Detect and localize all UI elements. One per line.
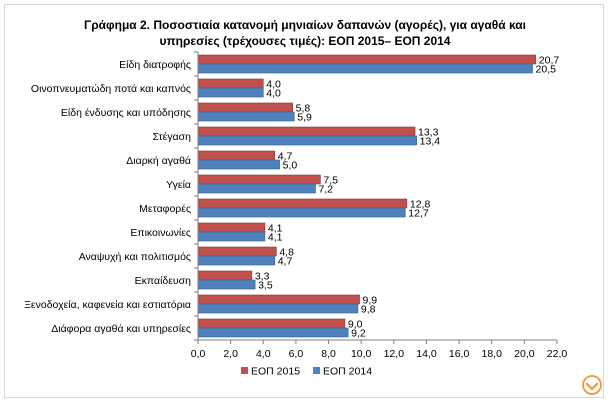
data-label-eop-2015-5: 7,5 bbox=[323, 175, 338, 187]
data-label-eop-2015-6: 12,8 bbox=[410, 199, 431, 211]
data-label-eop-2014-7: 4,1 bbox=[268, 232, 283, 244]
data-label-eop-2014-9: 3,5 bbox=[258, 280, 273, 292]
data-label-eop-2014-6: 12,7 bbox=[408, 208, 429, 220]
bar-eop-2015-0 bbox=[197, 54, 537, 65]
category-label-7: Επικοινωνίες bbox=[130, 227, 191, 239]
data-label-eop-2015-9: 3,3 bbox=[255, 271, 270, 283]
bar-eop-2015-8 bbox=[197, 246, 277, 257]
data-label-eop-2015-4: 4,7 bbox=[278, 151, 293, 163]
data-label-eop-2015-11: 9,0 bbox=[348, 319, 363, 331]
bar-eop-2015-9 bbox=[197, 270, 253, 281]
x-tick-label-0: 0,0 bbox=[191, 348, 206, 360]
bar-eop-2015-1 bbox=[197, 78, 264, 89]
category-label-6: Μεταφορές bbox=[139, 203, 191, 215]
x-tick-label-5: 10,0 bbox=[351, 348, 372, 360]
bar-eop-2015-2 bbox=[197, 102, 293, 113]
bar-eop-2015-5 bbox=[197, 174, 321, 185]
bar-eop-2014-7 bbox=[197, 231, 266, 242]
x-tick-label-11: 22,0 bbox=[547, 348, 568, 360]
bar-eop-2014-3 bbox=[197, 135, 417, 146]
bar-eop-2014-6 bbox=[197, 207, 406, 218]
data-label-eop-2014-3: 13,4 bbox=[420, 136, 441, 148]
data-label-eop-2014-10: 9,8 bbox=[361, 304, 376, 316]
category-label-11: Διάφορα αγαθά και υπηρεσίες bbox=[51, 323, 191, 335]
category-label-9: Εκπαίδευση bbox=[135, 275, 192, 287]
data-label-eop-2014-11: 9,2 bbox=[351, 328, 366, 340]
bar-eop-2014-2 bbox=[197, 111, 295, 122]
bar-eop-2015-3 bbox=[197, 126, 416, 137]
category-label-8: Αναψυχή και πολιτισμός bbox=[79, 251, 191, 263]
bar-eop-2014-11 bbox=[197, 327, 349, 338]
bar-eop-2015-6 bbox=[197, 198, 408, 209]
logo-mark-icon bbox=[582, 375, 602, 395]
data-label-eop-2015-2: 5,8 bbox=[296, 103, 311, 115]
data-label-eop-2015-7: 4,1 bbox=[268, 223, 283, 235]
bar-eop-2014-5 bbox=[197, 183, 316, 194]
category-label-2: Είδη ένδυσης και υπόδησης bbox=[61, 107, 191, 119]
data-label-eop-2014-2: 5,9 bbox=[297, 112, 312, 124]
x-tick-label-3: 6,0 bbox=[289, 348, 304, 360]
category-label-3: Στέγαση bbox=[153, 131, 192, 143]
bar-eop-2015-7 bbox=[197, 222, 266, 233]
bar-eop-2014-4 bbox=[197, 159, 280, 170]
data-label-eop-2014-8: 4,7 bbox=[278, 256, 293, 268]
bar-eop-2014-0 bbox=[197, 63, 533, 74]
data-label-eop-2015-10: 9,9 bbox=[363, 295, 378, 307]
category-label-5: Υγεία bbox=[166, 179, 191, 191]
x-tick-label-8: 16,0 bbox=[449, 348, 470, 360]
x-tick-label-4: 8,0 bbox=[321, 348, 336, 360]
category-label-4: Διαρκή αγαθά bbox=[126, 155, 191, 167]
bar-eop-2015-10 bbox=[197, 294, 360, 305]
legend-label-eop-2015: ΕΟΠ 2015 bbox=[251, 366, 300, 378]
bar-eop-2015-11 bbox=[197, 318, 346, 329]
data-label-eop-2014-4: 5,0 bbox=[283, 160, 298, 172]
bar-eop-2014-10 bbox=[197, 303, 359, 314]
data-label-eop-2014-5: 7,2 bbox=[318, 184, 333, 196]
x-tick-label-10: 20,0 bbox=[514, 348, 535, 360]
bar-eop-2014-1 bbox=[197, 87, 264, 98]
bar-eop-2015-4 bbox=[197, 150, 275, 161]
data-label-eop-2014-1: 4,0 bbox=[266, 88, 281, 100]
data-label-eop-2014-0: 20,5 bbox=[536, 64, 557, 76]
x-tick-label-6: 12,0 bbox=[384, 348, 405, 360]
x-tick-label-1: 2,0 bbox=[223, 348, 238, 360]
category-label-1: Οινοπνευματώδη ποτά και καπνός bbox=[31, 83, 191, 95]
chart-title: Γράφημα 2. Ποσοστιαία κατανομή μηνιαίων … bbox=[60, 17, 550, 49]
x-tick-label-9: 18,0 bbox=[482, 348, 503, 360]
legend-swatch-eop-2015 bbox=[241, 367, 248, 374]
bar-eop-2014-9 bbox=[197, 279, 256, 290]
category-label-10: Ξενοδοχεία, καφενεία και εστιατόρια bbox=[24, 299, 191, 311]
x-tick-label-7: 14,0 bbox=[416, 348, 437, 360]
data-label-eop-2015-3: 13,3 bbox=[418, 127, 439, 139]
category-label-0: Είδη διατροφής bbox=[119, 59, 191, 71]
chart-title-line-2: υπηρεσίες (τρέχουσες τιμές): ΕΟΠ 2015– Ε… bbox=[159, 34, 451, 48]
data-label-eop-2015-8: 4,8 bbox=[279, 247, 294, 259]
chart-title-line-1: Γράφημα 2. Ποσοστιαία κατανομή μηνιαίων … bbox=[84, 18, 526, 32]
x-tick-label-2: 4,0 bbox=[256, 348, 271, 360]
data-label-eop-2015-0: 20,7 bbox=[539, 55, 560, 67]
data-label-eop-2015-1: 4,0 bbox=[266, 79, 281, 91]
legend-label-eop-2014: ΕΟΠ 2014 bbox=[323, 366, 372, 378]
legend-swatch-eop-2014 bbox=[313, 367, 320, 374]
bar-eop-2014-8 bbox=[197, 255, 275, 266]
